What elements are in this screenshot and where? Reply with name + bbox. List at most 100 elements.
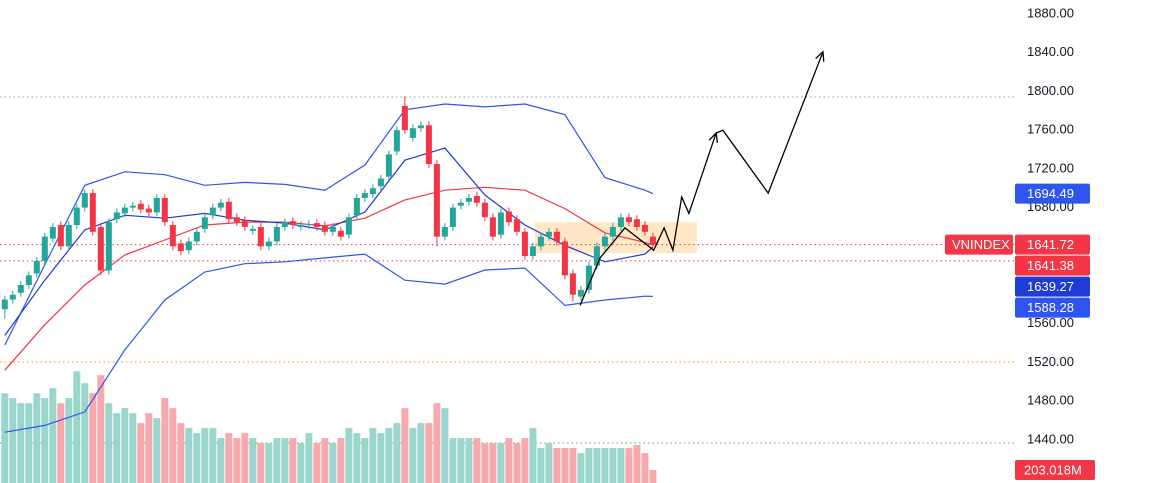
candle-body bbox=[393, 130, 400, 152]
indicator-line bbox=[4, 103, 654, 346]
symbol-label: VNINDEX bbox=[952, 237, 1010, 252]
volume-bar bbox=[209, 428, 217, 483]
indicator-value-label: 1641.38 bbox=[1027, 258, 1074, 273]
arrow-head bbox=[815, 50, 825, 62]
candle-body bbox=[497, 212, 504, 235]
volume-bar bbox=[201, 428, 209, 483]
candle-body bbox=[201, 217, 208, 229]
volume-bar bbox=[73, 371, 81, 483]
volume-bar bbox=[249, 438, 257, 483]
candle-body bbox=[441, 226, 448, 237]
candle-body bbox=[457, 202, 464, 206]
candle-body bbox=[89, 193, 96, 232]
indicator-value-label: 1588.28 bbox=[1027, 300, 1074, 315]
candle-body bbox=[329, 226, 336, 232]
candle-body bbox=[545, 231, 552, 237]
volume-bar bbox=[161, 398, 169, 483]
candle-body bbox=[281, 222, 288, 227]
candle-body bbox=[49, 226, 56, 239]
candle-body bbox=[465, 197, 472, 202]
candle-body bbox=[633, 219, 640, 227]
candle-body bbox=[65, 225, 72, 247]
volume-bar bbox=[441, 408, 449, 483]
volume-bar bbox=[481, 443, 489, 483]
volume-bar bbox=[537, 448, 545, 483]
volume-layer bbox=[1, 371, 657, 483]
volume-bar bbox=[337, 438, 345, 483]
volume-bar bbox=[369, 428, 377, 483]
candle-body bbox=[625, 217, 632, 223]
candle-body bbox=[553, 231, 560, 242]
volume-bar bbox=[121, 408, 129, 483]
candle-body bbox=[345, 217, 352, 235]
volume-bar bbox=[105, 403, 113, 483]
y-tick-label: 1760.00 bbox=[1027, 122, 1074, 137]
volume-bar bbox=[593, 448, 601, 483]
indicator-value-label-box bbox=[1015, 183, 1090, 204]
volume-bar bbox=[577, 453, 585, 483]
volume-bar bbox=[425, 423, 433, 483]
candle-body bbox=[289, 221, 296, 226]
indicator-line bbox=[4, 186, 654, 371]
volume-bar bbox=[89, 393, 97, 483]
indicator-line bbox=[4, 253, 653, 433]
volume-bar bbox=[361, 438, 369, 483]
volume-label-box bbox=[1015, 460, 1095, 480]
candle-body bbox=[241, 220, 248, 227]
indicator-value-label: 1639.27 bbox=[1027, 279, 1074, 294]
candle-body bbox=[137, 203, 144, 210]
volume-bar bbox=[409, 428, 417, 483]
candle-body bbox=[17, 285, 24, 293]
volume-bar bbox=[433, 403, 441, 483]
volume-bar bbox=[393, 423, 401, 483]
volume-bar bbox=[257, 443, 265, 483]
projection-line bbox=[579, 51, 824, 306]
candle-body bbox=[57, 225, 64, 247]
volume-bar bbox=[401, 408, 409, 483]
y-tick-label: 1840.00 bbox=[1027, 44, 1074, 59]
volume-bar bbox=[153, 418, 161, 483]
volume-bar bbox=[49, 388, 57, 483]
volume-bar bbox=[473, 438, 481, 483]
candle-body bbox=[313, 223, 320, 227]
candle-body bbox=[145, 208, 152, 213]
volume-bar bbox=[129, 413, 137, 483]
volume-bar bbox=[17, 403, 25, 483]
candle-body bbox=[297, 225, 304, 227]
volume-bar bbox=[177, 423, 185, 483]
candle-body bbox=[193, 231, 200, 242]
candle-body bbox=[609, 226, 616, 237]
candle-body bbox=[185, 241, 192, 251]
y-tick-label: 1880.00 bbox=[1027, 5, 1074, 20]
candle-body bbox=[489, 217, 496, 237]
candle-body bbox=[473, 195, 480, 203]
volume-bar bbox=[281, 438, 289, 483]
volume-bar bbox=[465, 438, 473, 483]
drawing-layer bbox=[579, 50, 825, 306]
candle-body bbox=[273, 226, 280, 242]
volume-bar bbox=[81, 383, 89, 483]
back-layer bbox=[0, 96, 1015, 444]
y-tick-label: 1720.00 bbox=[1027, 160, 1074, 175]
candle-layer bbox=[1, 96, 656, 319]
candle-body bbox=[177, 243, 184, 252]
candle-body bbox=[97, 226, 104, 271]
y-tick-label: 1440.00 bbox=[1027, 431, 1074, 446]
volume-bar bbox=[353, 433, 361, 483]
symbol-box bbox=[945, 234, 1013, 255]
volume-bar bbox=[617, 448, 625, 483]
last-price-label: 1641.72 bbox=[1027, 237, 1074, 252]
volume-bar bbox=[265, 443, 273, 483]
candle-body bbox=[161, 197, 168, 223]
volume-bar bbox=[113, 413, 121, 483]
candle-body bbox=[9, 294, 16, 300]
candle-body bbox=[505, 211, 512, 223]
candle-body bbox=[257, 226, 264, 247]
volume-bar bbox=[225, 433, 233, 483]
candle-body bbox=[409, 128, 416, 138]
candle-body bbox=[513, 219, 520, 232]
y-tick-label: 1560.00 bbox=[1027, 315, 1074, 330]
candle-body bbox=[169, 225, 176, 247]
candle-body bbox=[353, 197, 360, 216]
